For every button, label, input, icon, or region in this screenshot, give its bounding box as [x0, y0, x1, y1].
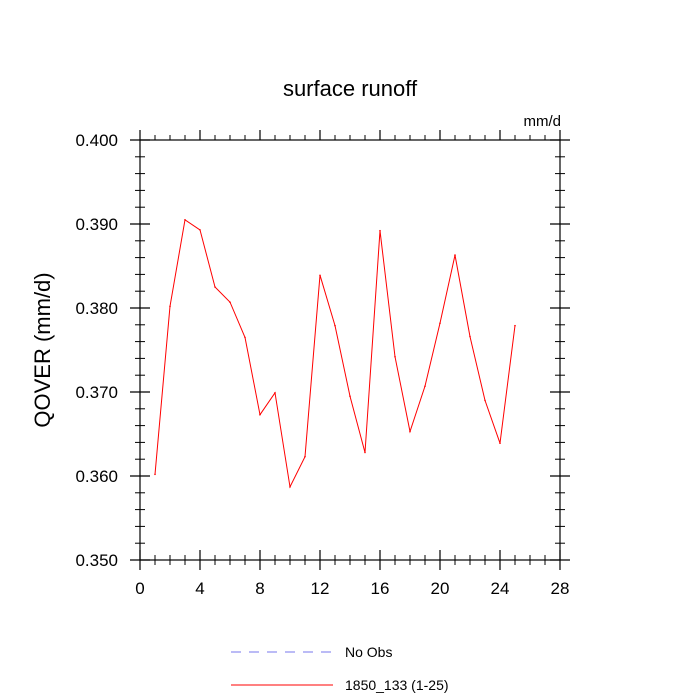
x-tick-label: 8 [255, 579, 264, 598]
series-point [379, 229, 381, 232]
series-point [259, 413, 261, 416]
series-point [199, 229, 201, 231]
tick-labels: 0 4 8 12 16 20 24 28 0.350 0.360 0.370 0.380 0.390 0.… [75, 131, 569, 598]
series-layer [154, 218, 516, 489]
x-tick-label: 0 [135, 579, 144, 598]
series-point [424, 385, 426, 387]
series-point [289, 486, 291, 488]
x-tick-label: 28 [551, 579, 570, 598]
series-point [229, 301, 231, 303]
y-tick-label: 0.390 [75, 215, 118, 234]
series-point [454, 254, 456, 256]
series-point [184, 219, 186, 221]
y-tick-label: 0.370 [75, 383, 118, 402]
y-tick-label: 0.350 [75, 551, 118, 570]
series-point [244, 336, 246, 339]
series-point [394, 355, 396, 358]
y-tick-label: 0.360 [75, 467, 118, 486]
series-point [499, 442, 501, 445]
series-point [154, 473, 156, 476]
x-tick-label: 24 [491, 579, 510, 598]
series-point [274, 392, 276, 394]
series-point [334, 324, 336, 327]
plot-frame [139, 139, 561, 561]
x-tick-label: 12 [311, 579, 330, 598]
series-point [439, 322, 441, 324]
series-point [514, 324, 516, 327]
x-tick-label: 16 [371, 579, 390, 598]
series-line [154, 218, 516, 489]
series-point [169, 305, 171, 308]
units-label: mm/d [524, 113, 562, 130]
series-point [364, 451, 366, 454]
x-tick-label: 20 [431, 579, 450, 598]
legend-label: 1850_133 (1-25) [345, 677, 449, 693]
series-point [484, 399, 486, 402]
chart-title: surface runoff [283, 76, 418, 101]
series-point [319, 274, 321, 277]
y-tick-label: 0.380 [75, 299, 118, 318]
series-point [469, 335, 471, 338]
series-point [214, 286, 216, 288]
series-point [349, 395, 351, 398]
x-tick-label: 4 [195, 579, 204, 598]
legend: No Obs 1850_133 (1-25) [231, 644, 449, 693]
axis-ticks [130, 130, 570, 570]
legend-label: No Obs [345, 644, 392, 660]
series-point [409, 430, 411, 433]
series-point [304, 455, 306, 458]
y-tick-label: 0.400 [75, 131, 118, 150]
y-axis-label: QOVER (mm/d) [30, 272, 55, 427]
